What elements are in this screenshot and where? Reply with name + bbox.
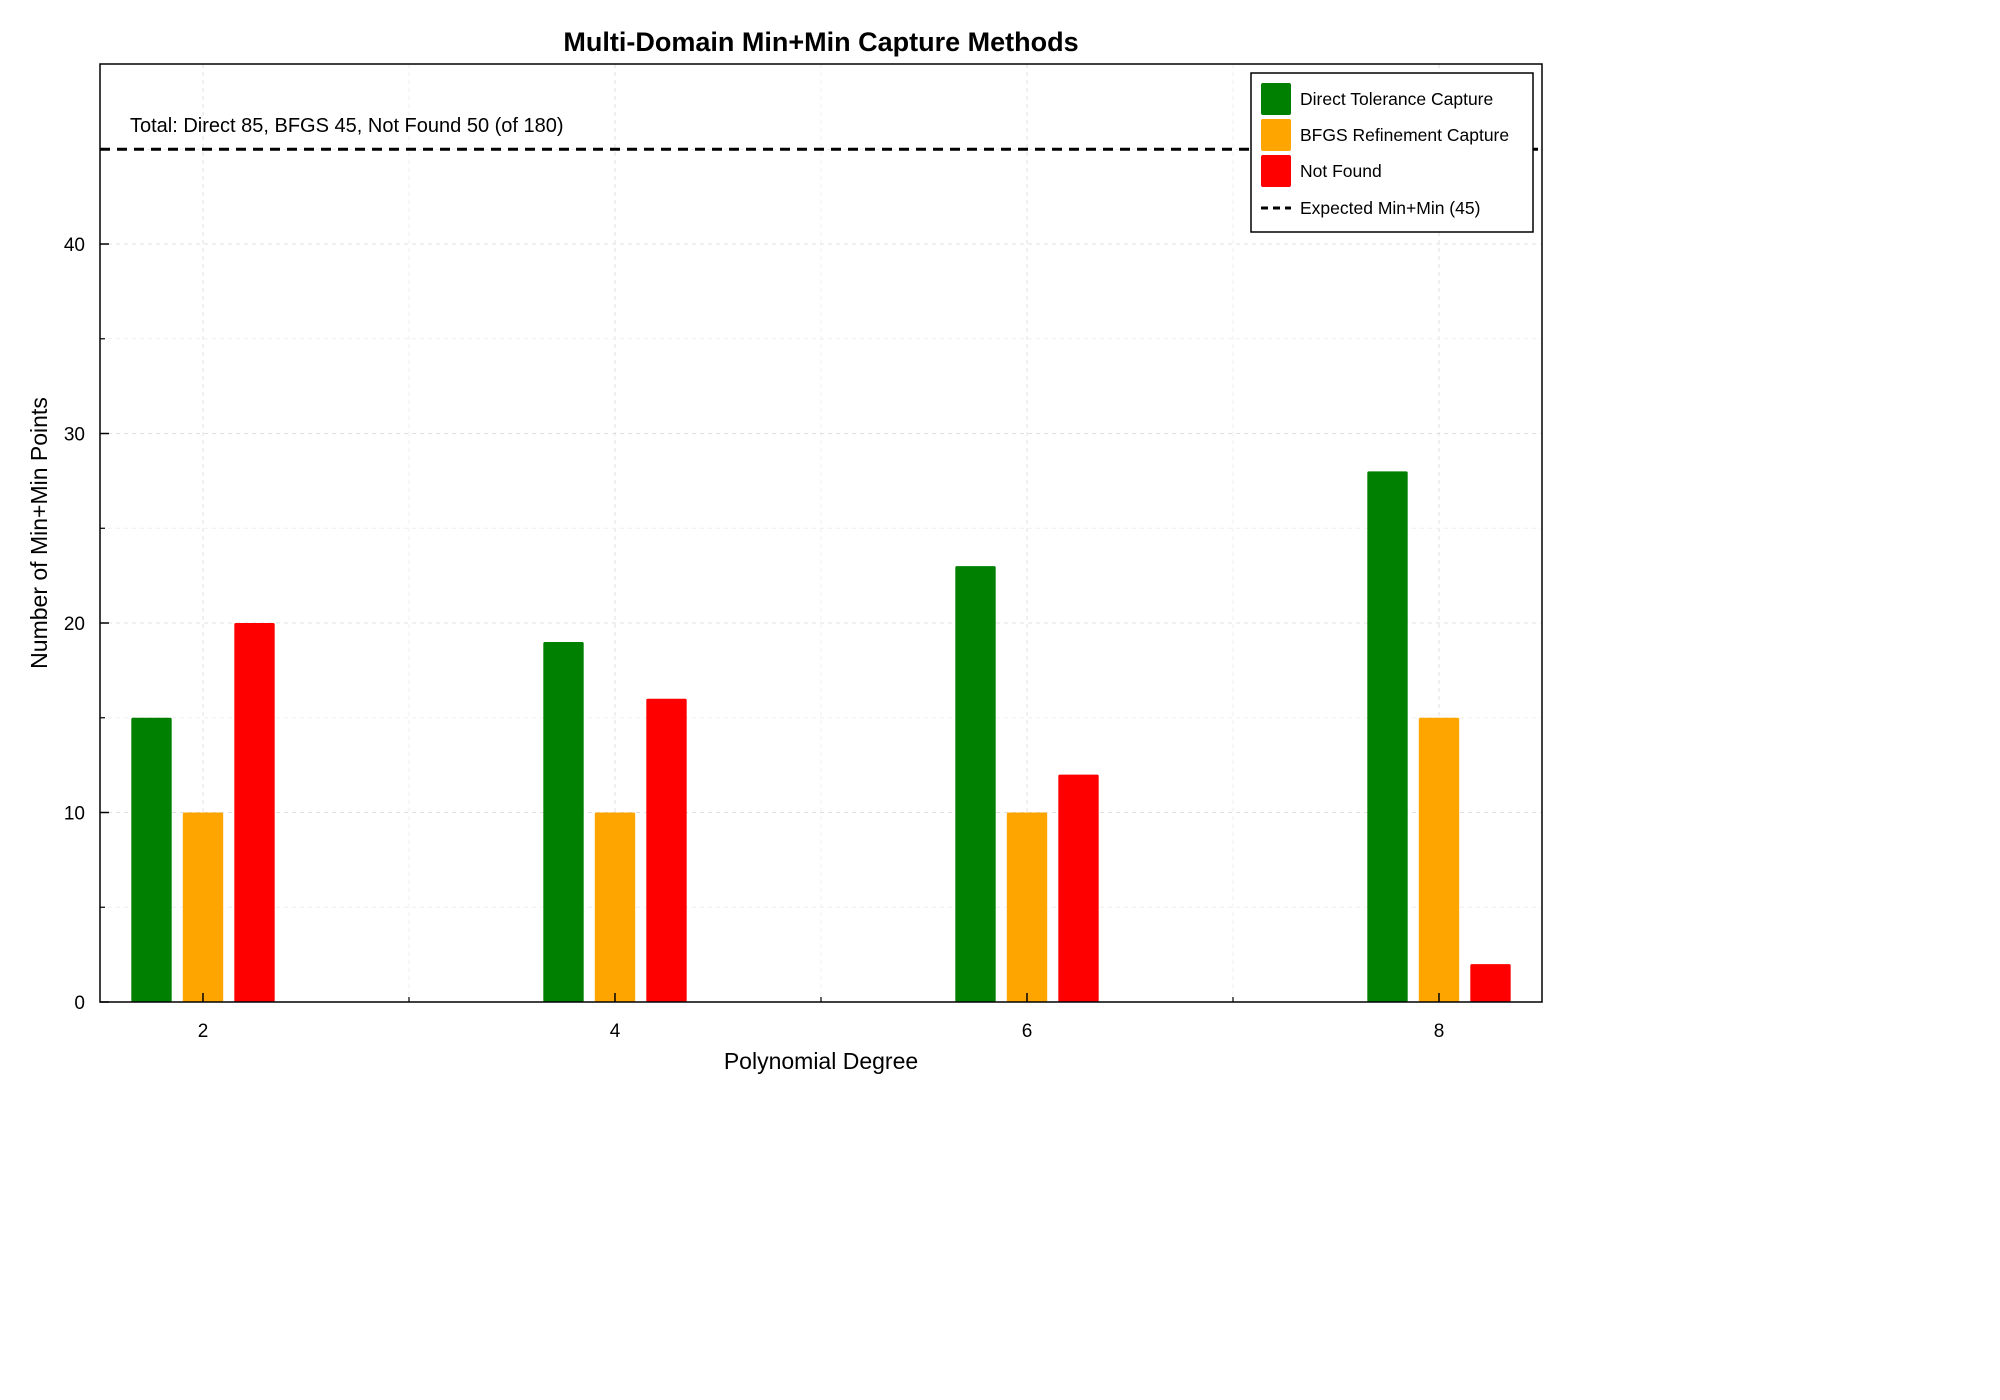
y-tick-label: 0 [74,993,85,1014]
bar-bfgs-refinement-capture-6 [1006,812,1048,1002]
bar-bfgs-refinement-capture-8 [1418,717,1460,1002]
y-axis-label: Number of Min+Min Points [26,397,52,669]
axis-ticks: 2 4 6 8 0 10 20 30 40 [64,148,1445,1042]
x-tick-label: 2 [198,1021,209,1042]
legend-entry-label: Expected Min+Min (45) [1300,198,1480,218]
legend-entry-label: BFGS Refinement Capture [1300,125,1509,145]
x-tick-label: 8 [1434,1021,1445,1042]
bars [131,471,1511,1002]
chart-title: Multi-Domain Min+Min Capture Methods [563,27,1078,57]
y-tick-label: 30 [64,425,85,446]
chart-figure: 2 4 6 8 0 10 20 30 40 Multi-Domain Min+Min Captu… [26,27,1543,1074]
legend-swatch [1261,119,1291,151]
bar-chart: 2 4 6 8 0 10 20 30 40 Multi-Domain Min+Min Captu… [26,27,1543,1074]
bar-not-found-6 [1058,774,1099,1002]
bar-not-found-2 [234,623,275,1002]
grid [100,64,1542,1002]
bar-direct-tolerance-capture-6 [955,566,996,1002]
legend: Direct Tolerance Capture BFGS Refinement … [1250,72,1534,233]
bar-direct-tolerance-capture-8 [1367,471,1408,1002]
legend-entry-label: Not Found [1300,161,1382,181]
x-tick-label: 4 [610,1021,621,1042]
bar-direct-tolerance-capture-4 [543,641,584,1002]
bar-not-found-8 [1470,964,1511,1002]
bar-not-found-4 [646,698,687,1002]
y-tick-label: 40 [64,235,85,256]
bar-bfgs-refinement-capture-4 [594,812,636,1002]
bar-direct-tolerance-capture-2 [131,717,172,1002]
x-tick-label: 6 [1022,1021,1033,1042]
bar-bfgs-refinement-capture-2 [182,812,224,1002]
x-axis-label: Polynomial Degree [724,1048,918,1074]
legend-swatch [1261,83,1291,115]
totals-annotation: Total: Direct 85, BFGS 45, Not Found 50 … [130,115,564,137]
legend-box [1250,72,1534,233]
legend-entry-label: Direct Tolerance Capture [1300,89,1493,109]
y-tick-label: 20 [64,614,85,635]
y-tick-label: 10 [64,804,85,825]
legend-swatch [1261,155,1291,187]
